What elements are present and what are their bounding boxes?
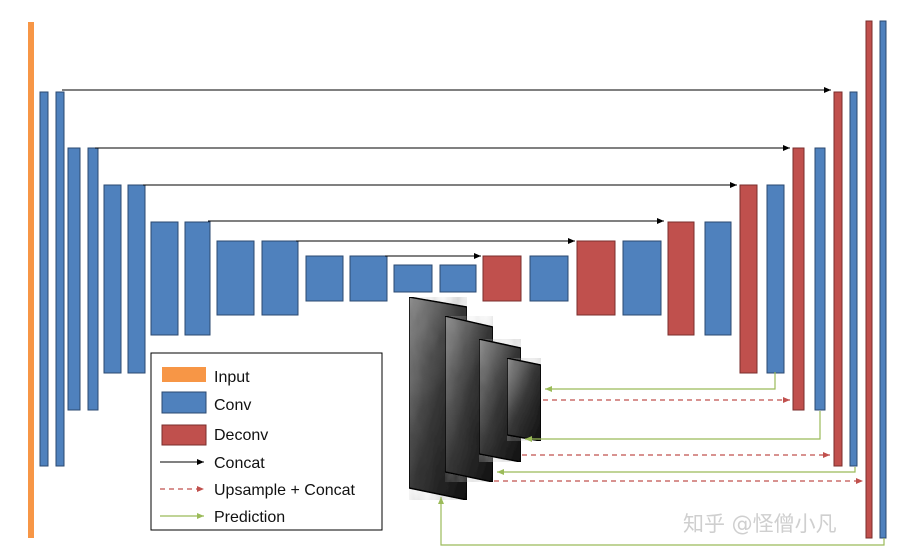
conv-block-28 (879, 20, 887, 539)
network-blocks (39, 20, 887, 539)
watermark: 知乎 @怪僧小凡 (683, 512, 837, 536)
conv-block-18 (622, 240, 662, 316)
conv-block-24 (814, 147, 826, 411)
conv-block-4 (87, 147, 99, 411)
prediction-arrow-4 (438, 497, 885, 546)
conv-block-20 (704, 221, 732, 336)
prediction-arrow-1 (545, 372, 776, 392)
legend-label-deconv: Deconv (214, 427, 268, 444)
conv-block-8 (184, 221, 211, 336)
conv-block-9 (216, 240, 255, 316)
feature-map-4 (506, 357, 542, 442)
deconv-block-21 (739, 184, 758, 374)
feature-map-stack (408, 296, 542, 501)
conv-block-26 (849, 91, 858, 467)
input-swatch (162, 367, 206, 382)
deconv-block-25 (833, 91, 843, 467)
input-bar (28, 22, 34, 538)
conv-block-6 (127, 184, 146, 374)
prediction-arrow-2 (525, 411, 821, 442)
conv-block-16 (529, 255, 569, 302)
conv-block-5 (103, 184, 122, 374)
upsample-arrows (494, 397, 863, 484)
deconv-swatch (161, 424, 207, 446)
conv-block-3 (67, 147, 81, 411)
legend-label-input: Input (214, 369, 250, 386)
deconv-block-19 (667, 221, 695, 336)
conv-block-1 (39, 91, 49, 467)
conv-block-12 (349, 255, 388, 302)
conv-block-10 (261, 240, 299, 316)
conv-swatch (161, 391, 207, 414)
legend-label-concat: Concat (214, 455, 265, 472)
legend: Input Conv Deconv Concat Upsample + Conc… (150, 352, 383, 531)
concat-arrows (62, 87, 831, 259)
deconv-block-17 (576, 240, 616, 316)
conv-block-2 (55, 91, 65, 467)
legend-label-upsample: Upsample + Concat (214, 482, 356, 499)
deconv-block-23 (792, 147, 805, 411)
legend-label-conv: Conv (214, 397, 251, 414)
conv-block-14 (439, 264, 477, 293)
legend-label-prediction: Prediction (214, 509, 285, 526)
deconv-block-27 (865, 20, 873, 539)
prediction-arrows (438, 372, 885, 546)
conv-block-13 (393, 264, 433, 293)
prediction-arrow-3 (497, 467, 856, 475)
conv-block-7 (150, 221, 179, 336)
deconv-block-15 (482, 255, 522, 302)
conv-block-22 (766, 184, 785, 374)
conv-block-11 (305, 255, 344, 302)
